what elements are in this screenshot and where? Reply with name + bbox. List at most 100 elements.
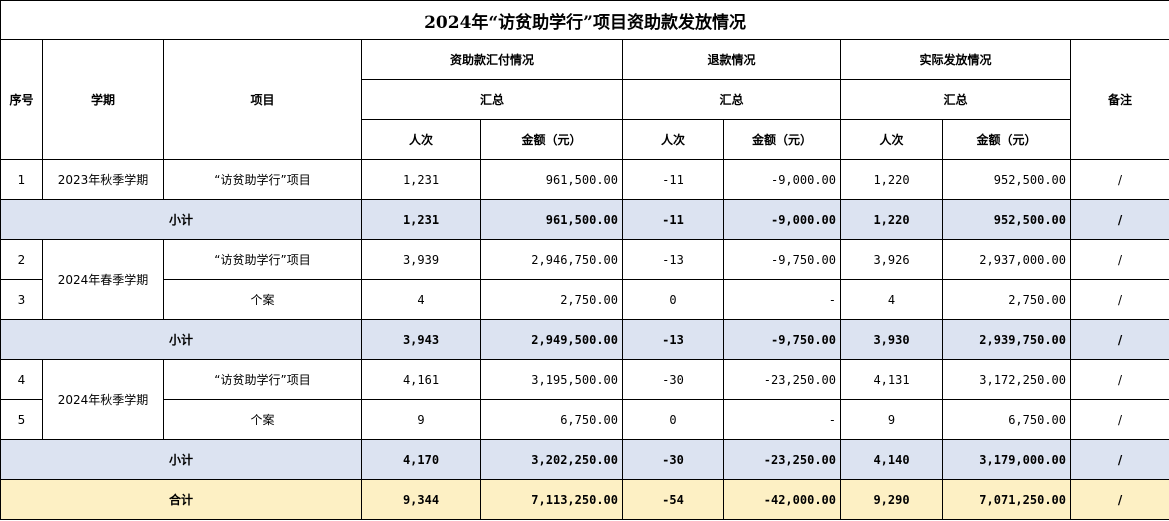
cell-act-amount: 3,179,000.00	[942, 439, 1071, 480]
cell-ref-amount: -	[723, 399, 841, 440]
cell-ref-amount: -	[723, 279, 841, 320]
cell-act-persons: 4,140	[840, 439, 943, 480]
header-actual-group: 实际发放情况	[840, 39, 1071, 80]
table-row: 5 个案 9 6,750.00 0 - 9 6,750.00 /	[0, 399, 1169, 440]
cell-ref-persons: -11	[622, 199, 724, 240]
cell-ref-persons: -30	[622, 439, 724, 480]
subtotal-label: 小计	[0, 199, 362, 240]
cell-project: “访贫助学行”项目	[163, 239, 362, 280]
cell-ref-amount: -9,750.00	[723, 319, 841, 360]
cell-ref-persons: 0	[622, 279, 724, 320]
table-row: 4 2024年秋季学期 “访贫助学行”项目 4,161 3,195,500.00…	[0, 359, 1169, 440]
total-label: 合计	[0, 479, 362, 520]
cell-act-persons: 3,930	[840, 319, 943, 360]
cell-remark: /	[1069, 479, 1169, 520]
cell-pay-amount: 961,500.00	[480, 159, 623, 200]
cell-act-persons: 1,220	[840, 159, 943, 200]
cell-semester: 2024年春季学期	[42, 239, 164, 320]
cell-semester: 2023年秋季学期	[42, 159, 164, 200]
table-row: 1 2023年秋季学期 “访贫助学行”项目 1,231 961,500.00 -…	[0, 159, 1169, 200]
cell-remark: /	[1069, 319, 1169, 360]
cell-project: “访贫助学行”项目	[163, 359, 362, 400]
cell-remark: /	[1069, 279, 1169, 320]
cell-seq: 5	[0, 399, 43, 440]
cell-pay-persons: 3,939	[361, 239, 481, 280]
cell-remark: /	[1069, 199, 1169, 240]
table-row: 3 个案 4 2,750.00 0 - 4 2,750.00 /	[0, 279, 1169, 320]
header-refund-summary: 汇总	[622, 79, 841, 120]
cell-ref-amount: -9,750.00	[723, 239, 841, 280]
cell-project: “访贫助学行”项目	[163, 159, 362, 200]
cell-act-amount: 7,071,250.00	[942, 479, 1071, 520]
cell-act-persons: 4,131	[840, 359, 943, 400]
cell-ref-persons: -30	[622, 359, 724, 400]
cell-ref-persons: -54	[622, 479, 724, 520]
cell-remark: /	[1069, 159, 1169, 200]
cell-seq: 4	[0, 359, 43, 400]
cell-ref-persons: -11	[622, 159, 724, 200]
cell-ref-amount: -23,250.00	[723, 439, 841, 480]
table-title: 2024年“访贫助学行”项目资助款发放情况	[0, 0, 1169, 40]
header-ref-amount: 金额（元）	[723, 119, 841, 160]
cell-pay-persons: 1,231	[361, 159, 481, 200]
cell-act-persons: 9	[840, 399, 943, 440]
header-payment-summary: 汇总	[361, 79, 623, 120]
subtotal-label: 小计	[0, 319, 362, 360]
cell-pay-persons: 9	[361, 399, 481, 440]
cell-pay-amount: 3,202,250.00	[480, 439, 623, 480]
cell-pay-persons: 4	[361, 279, 481, 320]
header-pay-persons: 人次	[361, 119, 481, 160]
table-row: 2 2024年春季学期 “访贫助学行”项目 3,939 2,946,750.00…	[0, 239, 1169, 320]
subtotal-row: 小计 3,943 2,949,500.00 -13 -9,750.00 3,93…	[0, 319, 1169, 360]
cell-remark: /	[1069, 399, 1169, 440]
cell-act-amount: 6,750.00	[942, 399, 1071, 440]
header-actual-summary: 汇总	[840, 79, 1071, 120]
header-act-amount: 金额（元）	[942, 119, 1071, 160]
cell-pay-amount: 2,949,500.00	[480, 319, 623, 360]
cell-act-persons: 1,220	[840, 199, 943, 240]
cell-act-amount: 2,939,750.00	[942, 319, 1071, 360]
cell-ref-amount: -23,250.00	[723, 359, 841, 400]
cell-act-amount: 952,500.00	[942, 159, 1071, 200]
header-payment-group: 资助款汇付情况	[361, 39, 623, 80]
header-ref-persons: 人次	[622, 119, 724, 160]
cell-pay-persons: 4,161	[361, 359, 481, 400]
cell-pay-persons: 1,231	[361, 199, 481, 240]
cell-act-amount: 2,750.00	[942, 279, 1071, 320]
header-remark: 备注	[1069, 39, 1169, 160]
cell-pay-persons: 9,344	[361, 479, 481, 520]
header-pay-amount: 金额（元）	[480, 119, 623, 160]
cell-pay-amount: 6,750.00	[480, 399, 623, 440]
total-row: 合计 9,344 7,113,250.00 -54 -42,000.00 9,2…	[0, 479, 1169, 520]
subtotal-row: 小计 4,170 3,202,250.00 -30 -23,250.00 4,1…	[0, 439, 1169, 480]
header-act-persons: 人次	[840, 119, 943, 160]
subtotal-label: 小计	[0, 439, 362, 480]
cell-semester: 2024年秋季学期	[42, 359, 164, 440]
header-refund-group: 退款情况	[622, 39, 841, 80]
cell-act-amount: 952,500.00	[942, 199, 1071, 240]
cell-ref-persons: -13	[622, 319, 724, 360]
cell-act-persons: 9,290	[840, 479, 943, 520]
cell-act-persons: 4	[840, 279, 943, 320]
cell-project: 个案	[163, 279, 362, 320]
cell-pay-amount: 7,113,250.00	[480, 479, 623, 520]
header-semester: 学期	[42, 39, 164, 160]
header-project: 项目	[163, 39, 362, 160]
cell-pay-persons: 3,943	[361, 319, 481, 360]
cell-seq: 3	[0, 279, 43, 320]
cell-ref-amount: -9,000.00	[723, 159, 841, 200]
cell-pay-amount: 2,946,750.00	[480, 239, 623, 280]
cell-pay-amount: 961,500.00	[480, 199, 623, 240]
cell-pay-amount: 2,750.00	[480, 279, 623, 320]
cell-project: 个案	[163, 399, 362, 440]
cell-ref-amount: -42,000.00	[723, 479, 841, 520]
header-seq: 序号	[0, 39, 43, 160]
cell-seq: 2	[0, 239, 43, 280]
cell-remark: /	[1069, 359, 1169, 400]
cell-act-amount: 3,172,250.00	[942, 359, 1071, 400]
cell-act-persons: 3,926	[840, 239, 943, 280]
cell-seq: 1	[0, 159, 43, 200]
cell-ref-persons: 0	[622, 399, 724, 440]
cell-ref-persons: -13	[622, 239, 724, 280]
